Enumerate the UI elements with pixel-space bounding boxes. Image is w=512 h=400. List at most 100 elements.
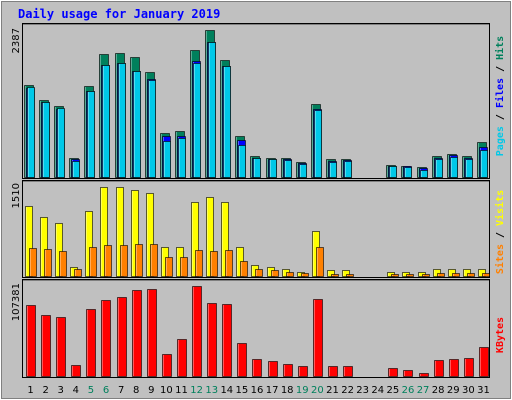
bar-kbytes-day-20	[313, 299, 323, 377]
bar-pages-day-8	[133, 71, 141, 178]
bar-sites-day-31	[482, 273, 490, 277]
panel-legends: Pages / Files / Hits Sites / Visits KBytes	[494, 36, 506, 353]
day-label-18: 18	[281, 385, 294, 396]
bar-pages-day-21	[329, 162, 337, 178]
bar-kbytes-day-13	[207, 303, 217, 377]
bar-kbytes-day-6	[101, 300, 111, 377]
day-label-22: 22	[341, 385, 354, 396]
bar-kbytes-day-8	[132, 290, 142, 377]
bar-sites-day-19	[301, 273, 309, 277]
bar-visits-day-2	[40, 217, 48, 277]
bar-visits-day-21	[327, 270, 335, 277]
bar-visits-day-5	[85, 211, 93, 277]
day-label-21: 21	[326, 385, 339, 396]
bar-kbytes-day-5	[86, 309, 96, 377]
day-label-6: 6	[103, 385, 109, 396]
bar-sites-day-30	[467, 273, 475, 277]
bar-kbytes-day-1	[26, 305, 36, 377]
day-label-8: 8	[133, 385, 139, 396]
bar-pages-day-11	[178, 138, 186, 178]
day-label-1: 1	[27, 385, 33, 396]
bar-kbytes-day-29	[449, 359, 459, 377]
day-label-11: 11	[175, 385, 188, 396]
bar-pages-day-3	[57, 108, 65, 178]
bar-kbytes-day-27	[419, 373, 429, 377]
legend-part-2: Visits	[494, 190, 506, 226]
bar-kbytes-day-4	[71, 365, 81, 377]
bar-pages-day-2	[42, 102, 50, 178]
bar-sites-day-22	[346, 274, 354, 277]
day-label-16: 16	[251, 385, 264, 396]
bar-pages-day-13	[208, 42, 216, 178]
bar-kbytes-day-3	[56, 317, 66, 377]
bar-kbytes-day-7	[117, 297, 127, 377]
bar-pages-day-17	[269, 159, 277, 178]
bar-pages-day-18	[284, 160, 292, 178]
bar-sites-day-26	[406, 274, 414, 277]
legend-hits-files-pages: Pages / Files / Hits	[494, 36, 506, 156]
bar-visits-day-3	[55, 223, 63, 277]
day-label-26: 26	[402, 385, 415, 396]
day-label-3: 3	[58, 385, 64, 396]
bar-sites-day-17	[271, 270, 279, 277]
bar-pages-day-14	[223, 66, 231, 178]
bar-sites-day-12	[195, 250, 203, 277]
bar-pages-day-20	[314, 110, 322, 178]
bar-kbytes-day-26	[403, 370, 413, 377]
legend-part-0: Pages	[495, 126, 506, 156]
day-tick-labels: 1 2 3 4 5 6 7 8 9 10 11 12 13 14 15 16 17 18 19 20 21 22 23 24 2…	[27, 385, 489, 396]
bar-sites-day-5	[89, 247, 97, 277]
legend-part-0: KBytes	[495, 317, 506, 353]
day-label-23: 23	[356, 385, 369, 396]
day-label-30: 30	[462, 385, 475, 396]
bar-sites-day-21	[331, 274, 339, 277]
bar-pages-day-25	[389, 166, 397, 178]
bar-sites-day-29	[452, 273, 460, 277]
bar-sites-day-4	[74, 269, 82, 277]
bar-kbytes-day-28	[434, 360, 444, 377]
bar-pages-day-9	[148, 80, 156, 178]
day-label-17: 17	[266, 385, 279, 396]
bar-sites-day-28	[437, 273, 445, 277]
bar-pages-day-31	[480, 150, 488, 178]
bar-pages-day-19	[299, 164, 307, 178]
bar-pages-day-7	[118, 63, 126, 178]
day-label-20: 20	[311, 385, 324, 396]
bar-kbytes-day-18	[283, 364, 293, 377]
bar-sites-day-6	[104, 245, 112, 277]
bar-kbytes-day-9	[147, 289, 157, 377]
bar-pages-day-10	[163, 141, 171, 178]
bar-pages-day-4	[72, 161, 80, 178]
bar-visits-day-13	[206, 197, 214, 277]
legend-part-4: Hits	[494, 36, 506, 60]
day-label-10: 10	[160, 385, 173, 396]
bar-kbytes-day-21	[328, 366, 338, 377]
bar-kbytes-day-12	[192, 286, 202, 377]
legend-part-1: /	[495, 226, 506, 244]
bar-sites-day-3	[59, 251, 67, 277]
bar-kbytes-day-19	[298, 366, 308, 377]
bar-sites-day-10	[165, 257, 173, 277]
bar-visits-day-9	[146, 193, 154, 277]
legend-visits-sites: Sites / Visits	[494, 190, 506, 274]
day-label-27: 27	[417, 385, 430, 396]
bar-kbytes-day-31	[479, 347, 489, 377]
bar-sites-day-9	[150, 244, 158, 277]
day-label-25: 25	[387, 385, 400, 396]
day-label-19: 19	[296, 385, 309, 396]
bar-sites-day-20	[316, 247, 324, 277]
day-label-12: 12	[190, 385, 203, 396]
bar-kbytes-day-25	[388, 368, 398, 377]
bar-pages-day-28	[435, 159, 443, 178]
day-label-4: 4	[73, 385, 79, 396]
bar-visits-day-30	[463, 269, 471, 277]
day-label-31: 31	[477, 385, 490, 396]
bar-sites-day-27	[422, 274, 430, 277]
bar-kbytes-day-15	[237, 343, 247, 377]
bar-kbytes-day-17	[268, 361, 278, 377]
bar-visits-day-7	[116, 187, 124, 277]
legend-kbytes: KBytes	[495, 317, 506, 353]
